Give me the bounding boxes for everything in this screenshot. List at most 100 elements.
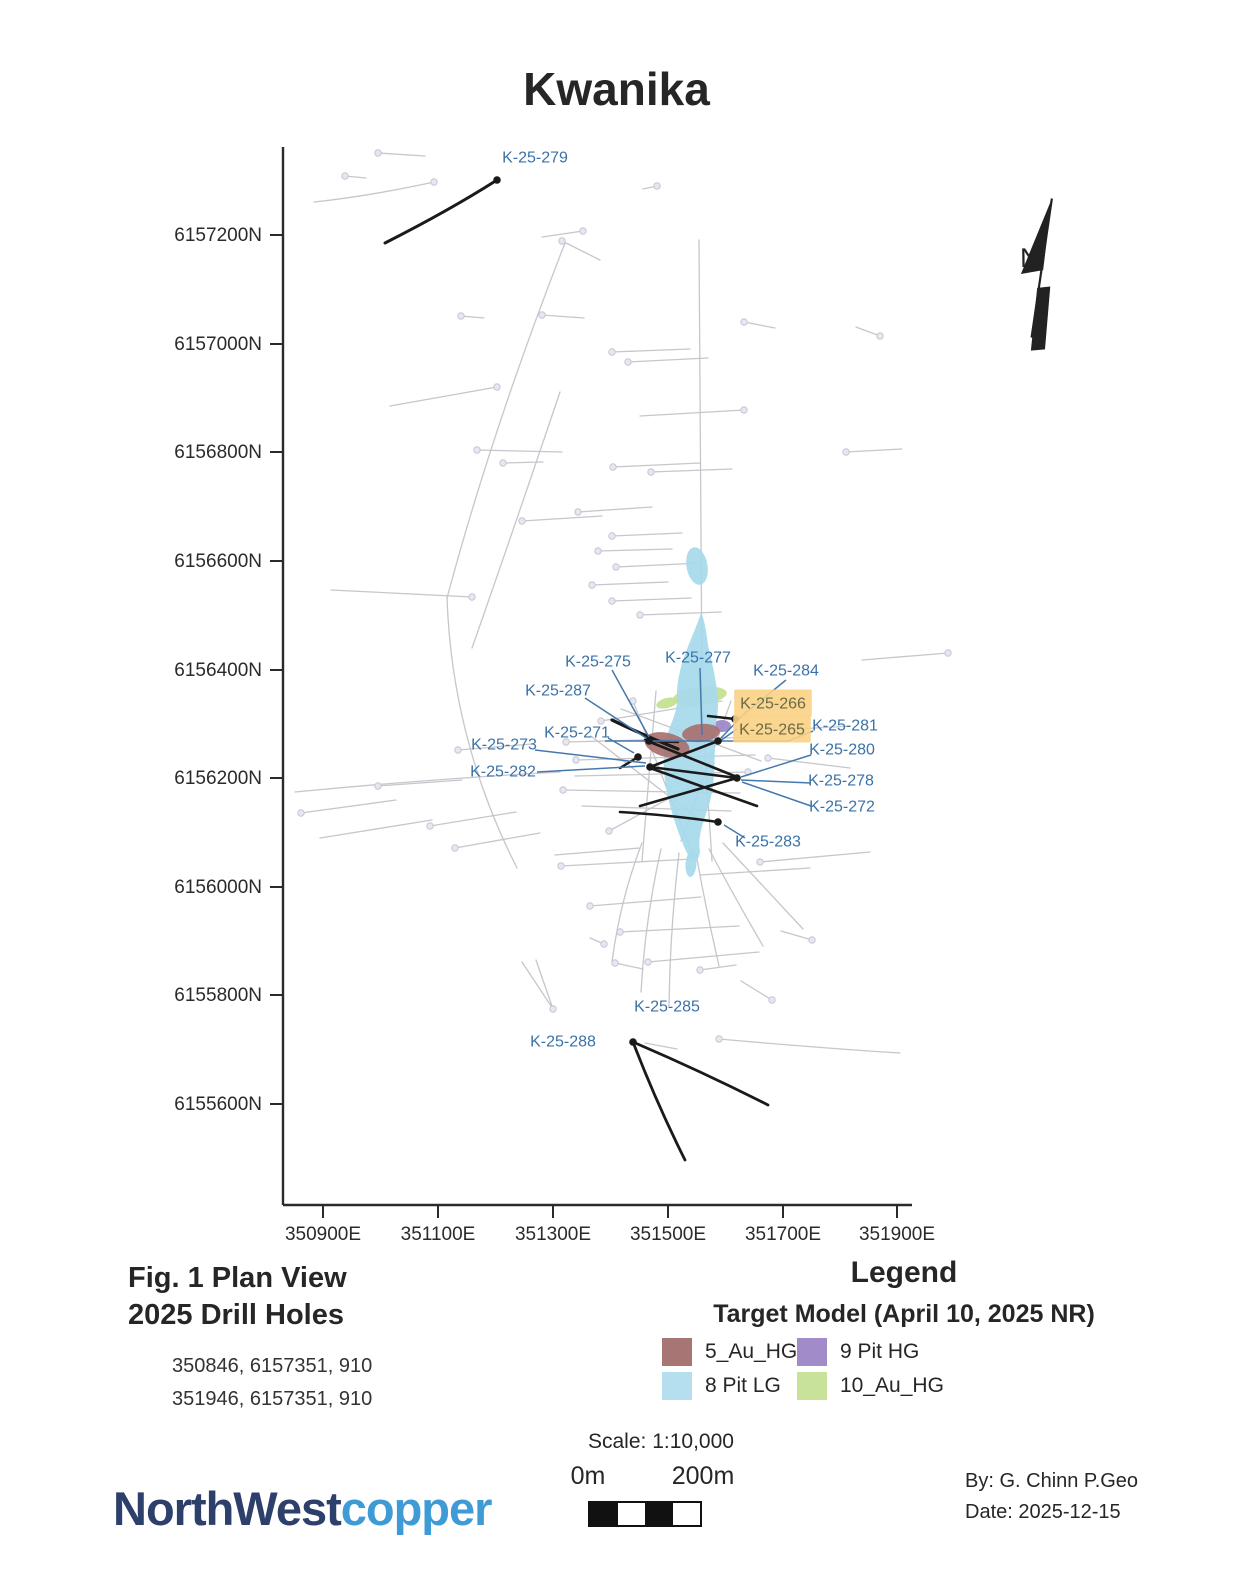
north-arrow-letter: N [1020, 243, 1040, 273]
drill-trace-2025 [648, 739, 720, 769]
gray-drill-trace [611, 348, 691, 353]
drill-hole-label: K-25-281 [812, 718, 878, 735]
scale-max-label: 200m [671, 1462, 735, 1490]
drill-trace-2025 [648, 766, 759, 808]
collar-dot-2025 [714, 818, 722, 826]
gray-collar-dot [636, 611, 644, 619]
gray-collar-dot [600, 940, 608, 948]
legend-label: 8 Pit LG [705, 1374, 781, 1397]
gray-drill-trace [641, 690, 657, 862]
gray-drill-trace [561, 240, 601, 261]
legend-swatch-8-pit-lg [662, 1372, 692, 1400]
gray-drill-trace [521, 961, 554, 1010]
page-title: Kwanika [523, 63, 710, 115]
gray-drill-trace [446, 597, 518, 869]
y-tick-label: 6155600N [174, 1094, 262, 1115]
gray-collar-dot [609, 463, 617, 471]
drill-hole-label: K-25-282 [470, 764, 536, 781]
gray-drill-trace [650, 468, 733, 473]
gray-drill-trace [541, 314, 585, 319]
gray-collar-dot [696, 966, 704, 974]
leader-line [584, 697, 647, 739]
collar-dot-2025 [645, 737, 653, 745]
leader-line [611, 669, 650, 738]
gray-drill-trace [460, 315, 485, 319]
x-tick-label: 350900E [285, 1224, 361, 1245]
gray-collar-dot [740, 318, 748, 326]
gray-drill-trace [740, 980, 773, 1001]
gray-collar-dot [473, 446, 481, 454]
legend-item-8-pit-lg: 8 Pit LG [662, 1371, 781, 1401]
leader-line [723, 824, 746, 839]
gray-drill-trace [560, 858, 693, 867]
gray-drill-trace [454, 832, 541, 849]
gray-collar-dot [612, 563, 620, 571]
gray-drill-trace [611, 532, 683, 537]
gray-collar-dot [608, 348, 616, 356]
scale-bar-segment [672, 1503, 700, 1525]
drill-hole-label: K-25-277 [665, 650, 731, 667]
gray-collar-dot [605, 827, 613, 835]
x-tick-label: 351500E [630, 1224, 706, 1245]
y-tick-label: 6156000N [174, 877, 262, 898]
x-tick-label: 351700E [745, 1224, 821, 1245]
gray-collar-dot [374, 782, 382, 790]
gray-collar-dot [574, 508, 582, 516]
legend-item-10-au-hg: 10_Au_HG [797, 1371, 944, 1401]
gray-collar-dot [842, 448, 850, 456]
drill-hole-label: K-25-275 [565, 654, 631, 671]
legend-label: 9 Pit HG [840, 1340, 920, 1363]
gray-collar-dot [493, 383, 501, 391]
gray-drill-trace [722, 842, 804, 930]
gray-drill-trace [611, 842, 643, 963]
gray-drill-trace [389, 386, 498, 407]
gray-drill-trace [429, 811, 517, 827]
gray-drill-trace [535, 959, 554, 1010]
leader-line [740, 779, 812, 784]
gray-drill-trace [476, 449, 563, 453]
target-patch-blue [686, 547, 708, 585]
y-tick-label: 6156800N [174, 442, 262, 463]
collar-dot-2025 [646, 763, 654, 771]
drill-trace-2025 [383, 178, 499, 245]
gray-drill-trace [619, 925, 740, 933]
gray-drill-trace [591, 581, 669, 586]
label-highlight [733, 715, 811, 743]
gray-collar-dot [499, 459, 507, 467]
drill-trace-2025 [631, 1040, 687, 1162]
drill-hole-label: K-25-284 [753, 663, 819, 680]
y-tick-label: 6155800N [174, 985, 262, 1006]
gray-drill-trace [313, 181, 435, 203]
gray-drill-trace [611, 597, 692, 602]
drill-hole-label: K-25-283 [735, 834, 801, 851]
gray-collar-dot [808, 936, 816, 944]
gray-collar-dot [608, 532, 616, 540]
gray-drill-trace [614, 962, 644, 970]
legend-subtitle: Target Model (April 10, 2025 NR) [713, 1300, 1095, 1328]
gray-collar-dot [538, 311, 546, 319]
gray-collar-dot [341, 172, 349, 180]
legend-swatch-10-au-hg [797, 1372, 827, 1400]
gray-drill-trace [597, 548, 673, 552]
gray-collar-dot [624, 358, 632, 366]
gray-drill-trace [780, 930, 813, 941]
drill-hole-label: K-25-287 [525, 683, 591, 700]
gray-drill-trace [554, 847, 641, 856]
y-tick-label: 6157000N [174, 334, 262, 355]
gray-drill-trace [541, 230, 584, 238]
gray-collar-dot [572, 756, 580, 764]
scale-bar-segment [590, 1503, 618, 1525]
drill-hole-label: K-25-285 [634, 999, 700, 1016]
legend-label: 10_Au_HG [840, 1374, 944, 1397]
target-patch-maroon [682, 723, 720, 743]
leader-line [534, 749, 647, 764]
gray-drill-trace [695, 852, 720, 967]
drill-trace-2025 [643, 738, 739, 779]
author-line: By: G. Chinn P.Geo [965, 1470, 1139, 1492]
gray-drill-trace [759, 851, 871, 863]
drill-trace-2025 [638, 776, 739, 808]
leader-line [607, 737, 635, 754]
drill-trace-2025 [706, 714, 737, 721]
legend-swatch-5-au-hg [662, 1338, 692, 1366]
